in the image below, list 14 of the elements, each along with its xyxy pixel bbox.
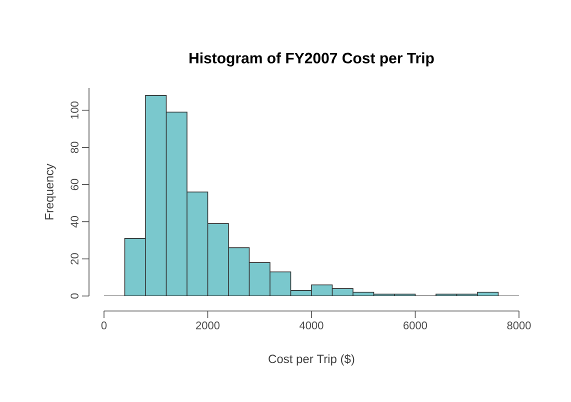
x-axis-title: Cost per Trip ($) xyxy=(268,354,354,366)
y-tick-label: 100 xyxy=(70,102,78,119)
x-tick-label: 0 xyxy=(101,322,107,330)
chart-title: Histogram of FY2007 Cost per Trip xyxy=(190,52,434,66)
y-tick-label: 80 xyxy=(70,142,78,154)
x-tick-label: 4000 xyxy=(300,322,324,330)
y-tick-label: 0 xyxy=(70,293,78,299)
y-tick-label: 20 xyxy=(70,253,78,264)
x-tick-label: 8000 xyxy=(507,322,531,330)
y-axis-title: Frequency xyxy=(45,164,56,220)
y-tick-label: 60 xyxy=(70,178,78,190)
x-tick-label: 2000 xyxy=(196,322,220,330)
x-tick-label: 6000 xyxy=(404,322,428,330)
y-tick-label: 40 xyxy=(70,216,78,228)
